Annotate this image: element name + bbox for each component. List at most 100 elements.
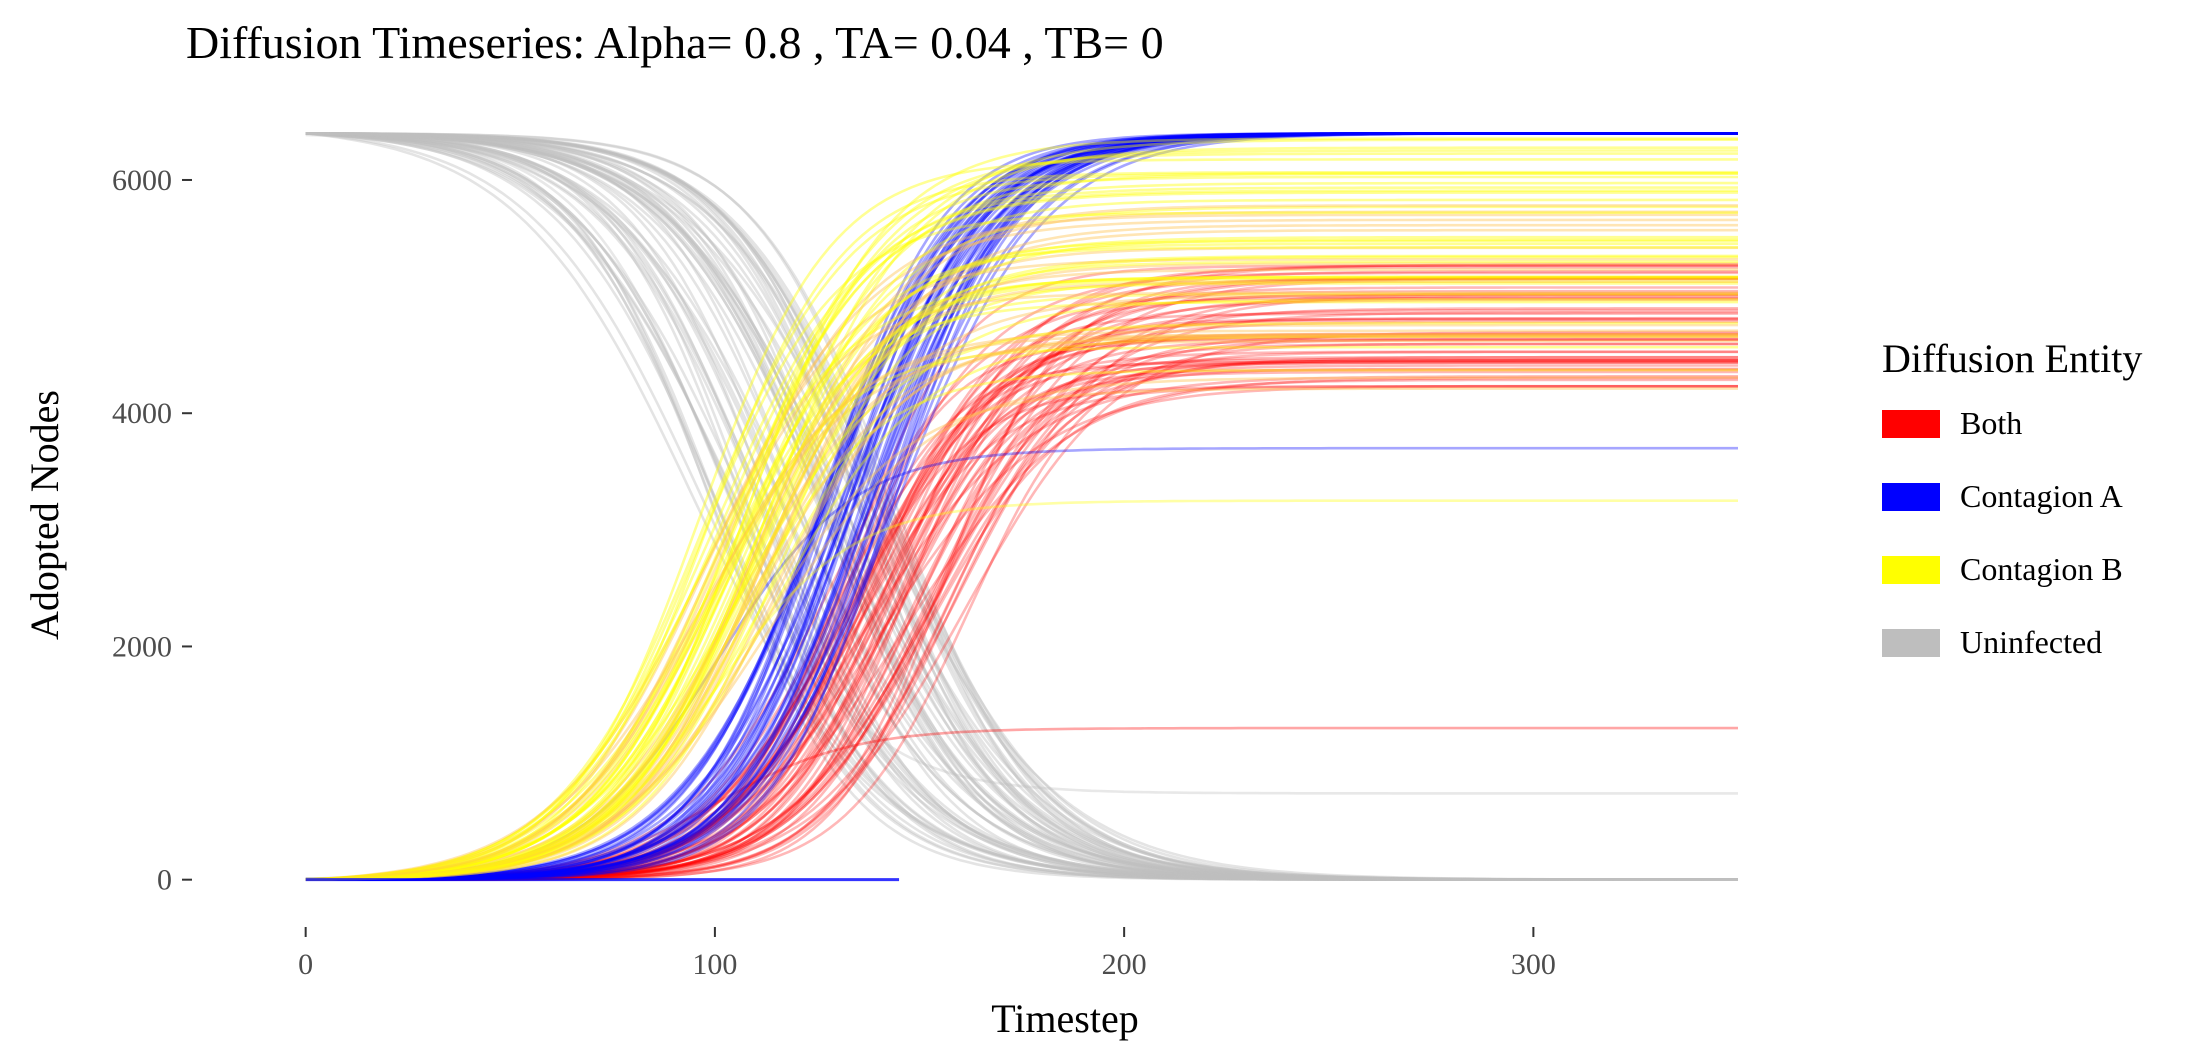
legend-swatch	[1882, 556, 1940, 584]
run-line	[305, 132, 1738, 881]
run-line	[305, 189, 1738, 881]
run-line	[305, 132, 1738, 881]
run-line	[305, 132, 1738, 881]
run-line	[305, 286, 1738, 881]
run-line	[305, 132, 1738, 881]
run-line	[305, 375, 1738, 881]
run-line	[305, 318, 1738, 881]
run-line	[305, 132, 1738, 881]
y-tick-label: 0	[157, 864, 172, 897]
run-line	[305, 334, 1738, 881]
run-line	[305, 242, 1738, 881]
run-line	[305, 132, 1738, 881]
run-line	[305, 246, 1738, 881]
run-line	[305, 378, 1738, 881]
run-line	[305, 333, 1738, 881]
run-line	[305, 132, 1738, 881]
run-line	[305, 296, 1738, 881]
run-line	[305, 186, 1738, 881]
run-line	[305, 132, 1738, 881]
run-line	[305, 376, 1738, 881]
run-line	[305, 257, 1738, 881]
y-tick-label: 6000	[112, 164, 172, 197]
run-line	[305, 218, 1738, 881]
run-line	[305, 296, 1738, 881]
run-line	[305, 132, 1738, 881]
run-line	[305, 310, 1738, 881]
run-line	[305, 312, 1738, 881]
legend-label: Uninfected	[1960, 624, 2102, 660]
run-line	[305, 132, 1738, 881]
run-line	[305, 337, 1738, 881]
run-line	[305, 132, 1738, 881]
run-line	[305, 132, 1738, 881]
run-line	[305, 132, 1738, 881]
run-line	[305, 266, 1738, 881]
run-line	[305, 320, 1738, 881]
outlier-run-line	[305, 726, 1738, 881]
run-line	[305, 132, 1738, 881]
run-line	[305, 132, 1738, 881]
run-line	[305, 339, 1738, 881]
run-line	[305, 333, 1738, 881]
run-line	[305, 132, 1738, 881]
run-line	[305, 321, 1738, 881]
run-line	[305, 132, 1738, 881]
run-line	[305, 132, 1738, 881]
x-tick-label: 300	[1511, 948, 1556, 981]
run-line	[305, 132, 1738, 881]
outlier-run-line	[305, 499, 1738, 880]
run-line	[305, 132, 1738, 881]
run-line	[305, 246, 1738, 881]
run-line	[305, 132, 1738, 881]
run-line	[305, 223, 1738, 881]
y-axis-title: Adopted Nodes	[22, 390, 67, 640]
run-line	[305, 275, 1738, 881]
run-line	[305, 276, 1738, 881]
run-line	[305, 387, 1738, 881]
y-tick-label: 2000	[112, 630, 172, 663]
run-line	[305, 333, 1738, 881]
run-line	[305, 132, 1738, 881]
run-line	[305, 132, 1738, 881]
run-line	[305, 335, 1738, 881]
run-line	[305, 132, 1738, 881]
run-line	[305, 132, 1738, 881]
run-line	[305, 132, 1738, 881]
run-line	[305, 170, 1738, 881]
legend-label: Contagion B	[1960, 551, 2123, 587]
run-line	[305, 355, 1738, 881]
run-line	[305, 385, 1738, 881]
run-line	[305, 385, 1738, 881]
run-line	[305, 210, 1738, 881]
run-line	[305, 132, 1738, 881]
run-line	[305, 132, 1738, 881]
run-line	[305, 132, 1738, 881]
run-line	[305, 280, 1738, 881]
run-line	[305, 132, 1738, 881]
run-line	[305, 132, 1738, 881]
run-line	[305, 277, 1738, 881]
legend-label: Contagion A	[1960, 478, 2123, 514]
run-line	[305, 172, 1738, 881]
run-line	[305, 132, 1738, 881]
run-line	[305, 132, 1738, 881]
run-line	[305, 132, 1738, 881]
run-line	[305, 138, 1738, 881]
run-line	[305, 345, 1738, 881]
legend-swatch	[1882, 629, 1940, 657]
run-line	[305, 132, 1738, 881]
run-line	[305, 239, 1738, 881]
run-line	[305, 132, 1738, 881]
run-line	[305, 300, 1738, 881]
run-line	[305, 132, 1738, 881]
series-contagion-b	[305, 137, 1738, 881]
run-line	[305, 132, 1738, 881]
run-line	[305, 276, 1738, 881]
run-line	[305, 335, 1738, 881]
chart-title: Diffusion Timeseries: Alpha= 0.8 , TA= 0…	[186, 17, 1164, 68]
run-line	[305, 132, 1738, 881]
run-line	[305, 361, 1738, 881]
legend-label: Both	[1960, 405, 2022, 441]
